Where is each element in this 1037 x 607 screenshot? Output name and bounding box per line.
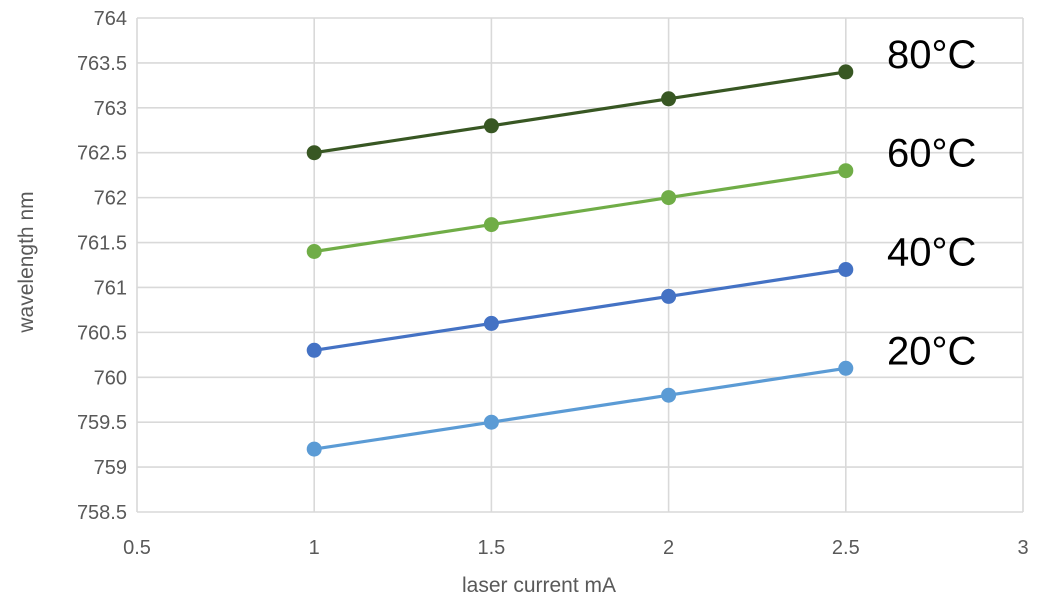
series-3: 80°C	[307, 33, 977, 160]
y-axis-title: wavelength nm	[15, 191, 38, 333]
series-label: 40°C	[887, 231, 976, 275]
y-tick-label: 762	[94, 188, 127, 210]
y-tick-label: 762.5	[77, 143, 127, 165]
y-tick-label: 764	[94, 8, 127, 30]
y-tick-label: 759.5	[77, 412, 127, 434]
series-line	[314, 270, 846, 351]
data-point	[661, 190, 676, 205]
x-tick-label: 2.5	[832, 537, 860, 559]
y-tick-label: 760.5	[77, 322, 127, 344]
data-point	[484, 415, 499, 430]
x-axis-ticks: 0.5 1 1.5 2 2.5 3	[123, 537, 1028, 559]
x-axis-title: laser current mA	[462, 574, 616, 597]
series-label: 20°C	[887, 329, 976, 373]
x-tick-label: 1	[309, 537, 320, 559]
data-point	[661, 91, 676, 106]
series-1: 40°C	[307, 231, 977, 358]
data-point	[838, 163, 853, 178]
series-label: 80°C	[887, 33, 976, 77]
data-point	[484, 217, 499, 232]
y-tick-label: 758.5	[77, 502, 127, 524]
data-point	[661, 289, 676, 304]
series-line	[314, 368, 846, 449]
series-0: 20°C	[307, 329, 977, 456]
y-axis-ticks: 758.5 759 759.5 760 760.5 761 761.5 762 762.5 763…	[77, 8, 127, 524]
data-point	[838, 64, 853, 79]
series-label: 60°C	[887, 132, 976, 176]
data-point	[307, 145, 322, 160]
y-tick-label: 761	[94, 277, 127, 299]
data-point	[307, 244, 322, 259]
x-tick-label: 0.5	[123, 537, 151, 559]
data-point	[484, 316, 499, 331]
y-tick-label: 761.5	[77, 233, 127, 255]
data-point	[484, 118, 499, 133]
data-point	[661, 388, 676, 403]
series-line	[314, 171, 846, 252]
x-tick-label: 2	[663, 537, 674, 559]
series-line	[314, 72, 846, 153]
y-tick-label: 760	[94, 367, 127, 389]
x-tick-label: 1.5	[477, 537, 505, 559]
data-point	[838, 262, 853, 277]
y-tick-label: 759	[94, 457, 127, 479]
x-tick-label: 3	[1017, 537, 1028, 559]
y-tick-label: 763.5	[77, 53, 127, 75]
data-point	[307, 442, 322, 457]
data-point	[307, 343, 322, 358]
data-point	[838, 361, 853, 376]
series-group: 20°C 40°C 60°C 80°C	[307, 33, 977, 457]
y-tick-label: 763	[94, 98, 127, 120]
series-2: 60°C	[307, 132, 977, 259]
